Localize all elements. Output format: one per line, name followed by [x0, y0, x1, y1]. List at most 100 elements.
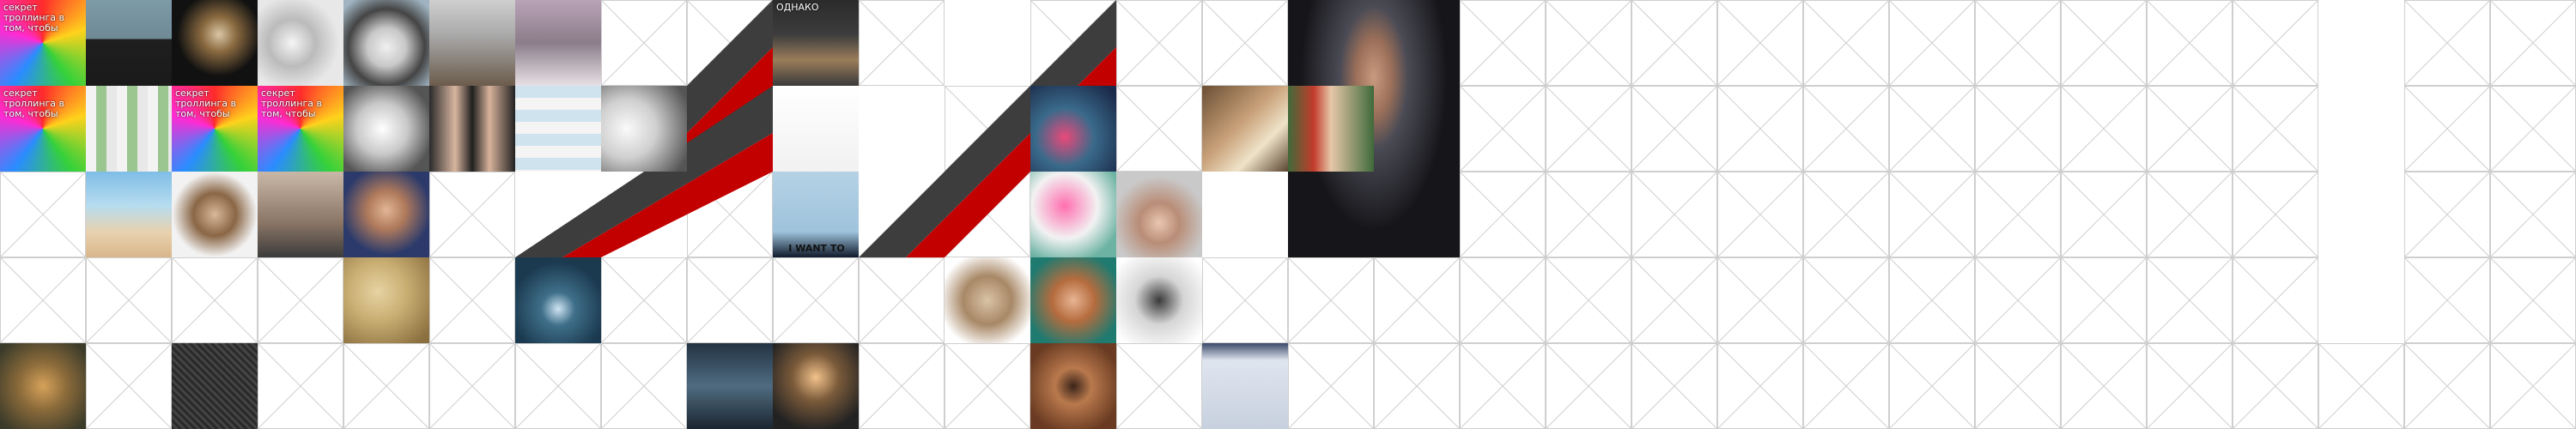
empty-x-icon	[860, 1, 944, 85]
empty-x-icon	[1976, 87, 2060, 171]
empty-x-icon	[1718, 344, 1802, 428]
two-women-lingerie-tile[interactable]	[429, 86, 515, 172]
empty-tile-placeholder	[2404, 0, 2490, 86]
man-with-apple-painting-tile[interactable]	[86, 0, 172, 86]
empty-x-icon	[87, 258, 171, 342]
empty-tile-placeholder	[1374, 257, 1460, 343]
empty-x-icon	[1546, 1, 1631, 85]
two-soldier-girls-tile[interactable]	[1288, 86, 1374, 172]
empty-tile-placeholder	[2147, 86, 2233, 172]
empty-x-icon	[2491, 172, 2575, 257]
tile-caption: секрет троллинга в том, чтобы	[3, 2, 65, 33]
troll-face-meme-2-tile[interactable]: секрет троллинга в том, чтобы	[0, 86, 86, 172]
empty-tile-placeholder	[1460, 343, 1546, 429]
odnako-cat-meme-tile[interactable]: ОДНАКО	[773, 0, 859, 86]
empty-tile-placeholder	[2061, 0, 2147, 86]
comic-strip-tile[interactable]	[86, 86, 172, 172]
empty-x-icon	[2233, 258, 2318, 342]
empty-x-icon	[1289, 344, 1373, 428]
empty-tile-placeholder	[1631, 257, 1717, 343]
woman-bra-closeup-tile[interactable]	[1030, 343, 1116, 429]
woman-on-phone-tile[interactable]	[258, 0, 343, 86]
woman-black-white-tile[interactable]	[343, 86, 429, 172]
empty-tile-placeholder	[2061, 343, 2147, 429]
redhead-portrait-tile[interactable]	[1030, 257, 1116, 343]
empty-x-icon	[87, 344, 171, 428]
tile-caption: секрет троллинга в том, чтобы	[175, 88, 237, 119]
empty-x-icon	[860, 258, 944, 342]
empty-tile-placeholder	[0, 257, 86, 343]
pink-hair-illustration-tile[interactable]	[1030, 172, 1116, 257]
empty-x-icon	[1546, 258, 1631, 342]
empty-tile-placeholder	[945, 86, 1030, 172]
robot-figure-tile[interactable]	[773, 343, 859, 429]
empty-tile-placeholder	[1546, 0, 1631, 86]
cat-closeup-tile[interactable]	[945, 257, 1030, 343]
empty-tile-placeholder	[773, 257, 859, 343]
woman-portrait-dark-tile[interactable]	[172, 0, 258, 86]
cat-looking-up-tile[interactable]	[515, 0, 601, 86]
nude-silhouette-bw-tile[interactable]	[601, 86, 687, 172]
empty-tile-placeholder	[2233, 86, 2318, 172]
empty-tile-placeholder	[1975, 86, 2061, 172]
woman-stockings-bw-tile[interactable]	[1116, 257, 1202, 343]
empty-tile-placeholder	[2490, 343, 2576, 429]
empty-x-icon	[945, 172, 1030, 257]
empty-x-icon	[2405, 258, 2489, 342]
empty-tile-placeholder	[1631, 86, 1717, 172]
old-map-tile[interactable]	[343, 257, 429, 343]
troll-face-meme-3-tile[interactable]: секрет троллинга в том, чтобы	[172, 86, 258, 172]
bulldog-and-cat-tile[interactable]	[258, 172, 343, 257]
empty-tile-placeholder	[1717, 0, 1803, 86]
empty-x-icon	[2148, 87, 2232, 171]
hand-with-paper-tile[interactable]	[1202, 86, 1288, 172]
empty-tile-placeholder	[2147, 343, 2233, 429]
empty-x-icon	[1117, 87, 1201, 171]
kittens-on-pillow-tile[interactable]	[429, 0, 515, 86]
empty-x-icon	[1632, 87, 1716, 171]
cartoon-night-scene-tile[interactable]	[1030, 86, 1116, 172]
empty-x-icon	[1461, 87, 1545, 171]
empty-x-icon	[1632, 172, 1716, 257]
i-want-to-poster-tile[interactable]: I WANT TO	[773, 172, 859, 257]
empty-tile-placeholder	[2061, 86, 2147, 172]
woman-curly-hair-tile[interactable]	[172, 172, 258, 257]
empty-x-icon	[344, 344, 428, 428]
empty-tile-placeholder	[1288, 257, 1374, 343]
troll-face-meme-tile[interactable]: секрет троллинга в том, чтобы	[0, 0, 86, 86]
empty-tile-placeholder	[2061, 172, 2147, 257]
empty-tile-placeholder	[1288, 343, 1374, 429]
woman-back-red-bikini-tile[interactable]	[1116, 172, 1202, 257]
empty-tile-placeholder	[2147, 172, 2233, 257]
empty-x-icon	[1632, 1, 1716, 85]
empty-tile-placeholder	[258, 257, 343, 343]
orange-cats-tile[interactable]	[0, 343, 86, 429]
aerial-lake-tile[interactable]	[515, 257, 601, 343]
empty-tile-placeholder	[86, 343, 172, 429]
empty-tile-placeholder	[601, 343, 687, 429]
empty-tile-placeholder	[1803, 86, 1889, 172]
empty-x-icon	[2491, 1, 2575, 85]
empty-x-icon	[774, 258, 858, 342]
empty-tile-placeholder	[859, 257, 945, 343]
troll-face-meme-4-tile[interactable]: секрет троллинга в том, чтобы	[258, 86, 343, 172]
empty-tile-placeholder	[1889, 86, 1975, 172]
empty-x-icon	[945, 87, 1030, 171]
empty-x-icon	[1117, 1, 1201, 85]
empty-x-icon	[1117, 344, 1201, 428]
crowd-poster-tile[interactable]	[687, 343, 773, 429]
empty-tile-placeholder	[1975, 172, 2061, 257]
simon-cowell-face-tile[interactable]	[343, 172, 429, 257]
empty-tile-placeholder	[1975, 343, 2061, 429]
empty-x-icon	[2148, 344, 2232, 428]
comic-panels-tile[interactable]	[515, 86, 601, 172]
white-tiger-tile[interactable]	[343, 0, 429, 86]
empty-tile-placeholder	[1546, 257, 1631, 343]
empty-x-icon	[1203, 258, 1287, 342]
rage-comic-face-tile[interactable]	[773, 86, 859, 172]
women-on-beach-tile[interactable]	[86, 172, 172, 257]
tile-caption: ОДНАКО	[776, 2, 819, 13]
dark-fabric-texture-tile[interactable]	[172, 343, 258, 429]
empty-x-icon	[602, 258, 686, 342]
document-photo-tile[interactable]	[1202, 343, 1288, 429]
